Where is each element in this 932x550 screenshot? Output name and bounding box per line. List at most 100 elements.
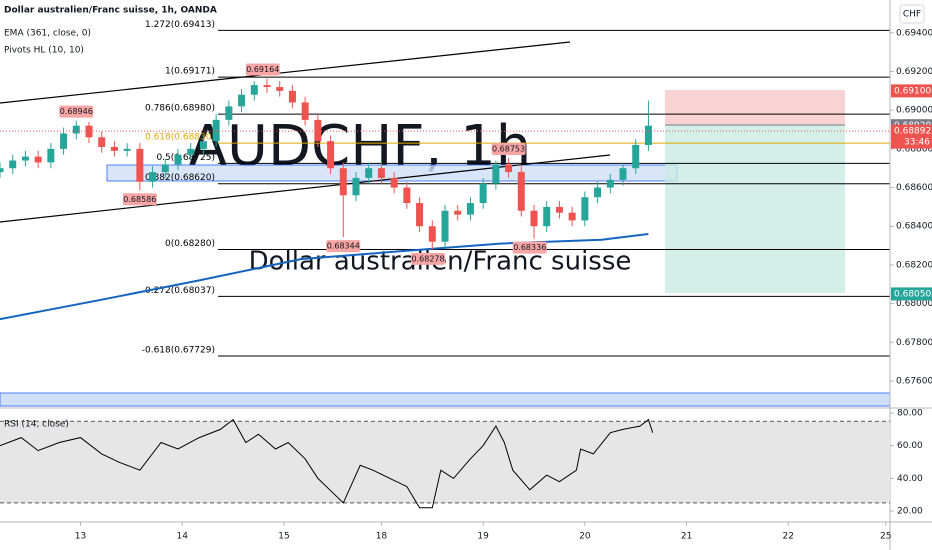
pivot-box (491, 142, 526, 155)
pivot-label: 0.68344 (327, 242, 360, 251)
x-tick-label: 22 (783, 532, 794, 542)
candle-body (288, 90, 296, 103)
candle-body (339, 168, 347, 196)
candle-body (161, 164, 169, 173)
pivot-label: 0.68753 (492, 144, 525, 153)
price-tag-label: 0.69100 (894, 86, 931, 96)
pivot-label: 0.68586 (123, 195, 156, 204)
rsi-tick-label: 40.00 (897, 474, 923, 484)
chart-title: Dollar australien/Franc suisse, 1h, OAND… (4, 6, 217, 16)
trendline (0, 41, 571, 104)
rsi-tick-label: 80.00 (897, 409, 923, 419)
price-tag (891, 287, 932, 301)
pivot-label: 0.68278 (412, 254, 445, 263)
x-tick-label: 13 (75, 532, 86, 542)
candle-body (390, 177, 398, 188)
price-tag-label: 0.68050 (894, 289, 931, 299)
fib-label: -0.272(0.68037) (142, 286, 215, 296)
candle-body (212, 119, 220, 142)
fib-label: 1(0.69171) (165, 67, 215, 77)
indicator-legend: Pivots HL (10, 10) (4, 46, 84, 56)
rsi-tick-label: 60.00 (897, 441, 923, 451)
x-tick-label: 21 (681, 532, 692, 542)
x-tick-label: 18 (376, 532, 388, 542)
candle-body (0, 168, 4, 173)
candle-body (428, 226, 436, 242)
rsi-line (0, 418, 654, 509)
rsi-tick-label: 20.00 (897, 507, 923, 517)
currency[interactable]: CHF (903, 10, 921, 20)
pivot-box (245, 63, 280, 76)
candle-body (123, 148, 131, 151)
candle-body (199, 141, 207, 149)
candle-body (619, 168, 627, 180)
candle-body (352, 177, 360, 196)
currency-box[interactable] (899, 4, 925, 24)
price-tag-label: 0.68892 (894, 127, 931, 137)
fib-label: 0.382(0.68620) (145, 173, 215, 183)
candle-body (594, 187, 602, 198)
rsi-legend: RSI (14, close) (4, 420, 69, 430)
y-tick-label: 0.67600 (896, 376, 932, 386)
candle-body (454, 210, 462, 215)
x-tick-label: 20 (579, 532, 591, 542)
candle-body (72, 125, 80, 134)
candle-body (327, 141, 335, 169)
x-tick-label: 25 (880, 532, 891, 542)
candle-body (263, 85, 271, 88)
candle-body (98, 137, 106, 147)
ema-line (0, 233, 649, 321)
candle-body (110, 146, 118, 151)
candle-body (632, 145, 640, 169)
candle-body (136, 148, 144, 182)
fib-label: 0.618(0.68830) (145, 133, 215, 143)
candle-body (403, 187, 411, 204)
pivot-box (122, 193, 157, 206)
pivot-label: 0.68336 (513, 243, 546, 252)
candle-body (492, 164, 500, 184)
candle-body (314, 119, 322, 142)
fib-label: 1.272(0.69413) (145, 20, 215, 30)
rsi-band (0, 421, 890, 503)
pivot-box (512, 241, 547, 254)
candle-body (568, 212, 576, 221)
candle-body (505, 164, 513, 173)
candle-body (377, 168, 385, 178)
candle-body (34, 156, 42, 163)
candle-body (225, 106, 233, 120)
fib-label: 0.5(0.68725) (156, 153, 215, 163)
fib-label: -0.618(0.67729) (142, 345, 215, 355)
candle-body (250, 85, 258, 95)
indicator-legend: EMA (361, close, 0) (4, 29, 91, 39)
y-tick-label: 0.68400 (896, 222, 932, 232)
pivot-box (59, 105, 94, 118)
candle-body (60, 133, 68, 149)
x-tick-label: 19 (477, 532, 489, 542)
candle-body (517, 172, 525, 211)
y-tick-label: 0.68200 (896, 260, 932, 270)
y-tick-label: 0.69200 (896, 67, 932, 77)
pivot-label: 0.68946 (60, 107, 93, 116)
pivot-label: 0.69164 (246, 65, 279, 74)
x-tick-label: 14 (177, 532, 189, 542)
stop-zone (665, 90, 845, 125)
x-tick-label: 15 (278, 532, 289, 542)
candle-body (238, 94, 246, 107)
candle-body (174, 154, 182, 165)
target-zone (665, 125, 845, 293)
y-tick-label: 0.67800 (896, 338, 932, 348)
price-tag (891, 84, 932, 98)
pivot-box (326, 240, 361, 253)
price-tag (891, 124, 932, 149)
candle-body (9, 160, 17, 169)
candle-body (581, 197, 589, 221)
candle-body (276, 87, 284, 91)
pivot-box (411, 252, 446, 265)
candle-body (85, 125, 93, 138)
candle-body (466, 203, 474, 215)
candle-body (301, 102, 309, 120)
y-tick-label: 0.69000 (896, 106, 932, 116)
candle-body (416, 203, 424, 227)
